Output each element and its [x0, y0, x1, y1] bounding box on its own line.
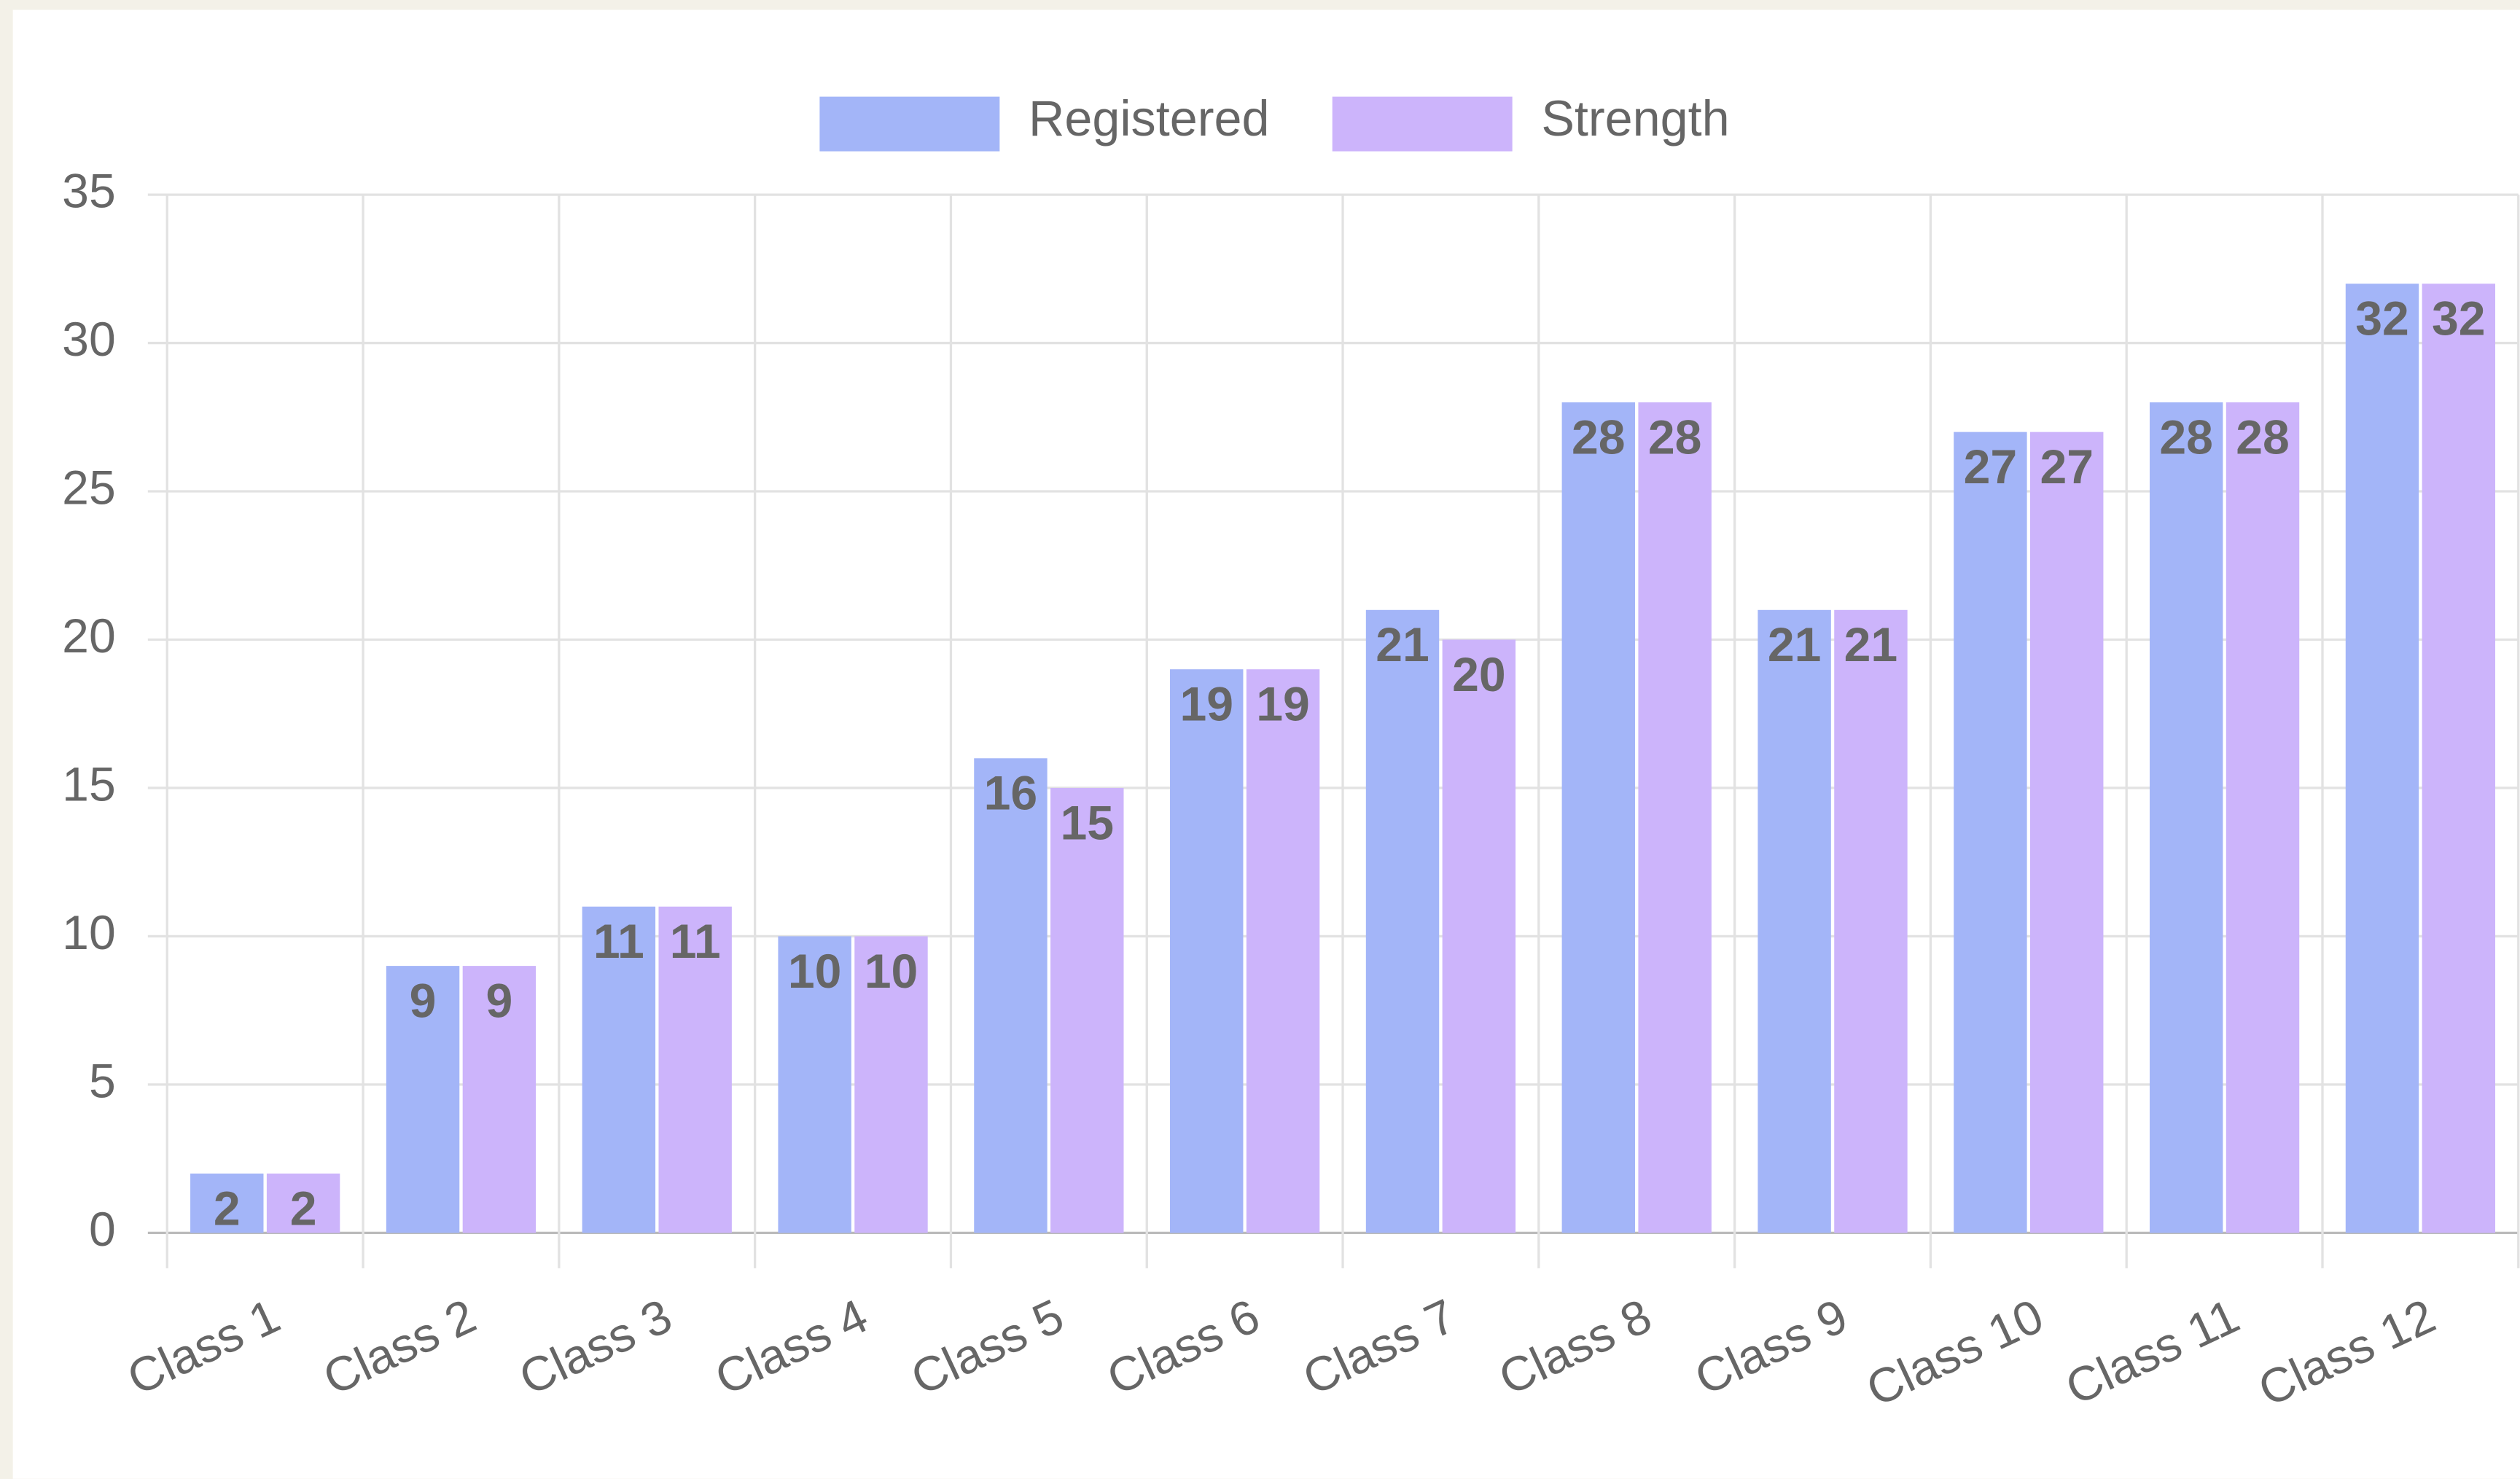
bar	[2226, 402, 2300, 1233]
y-tick-label: 10	[62, 906, 116, 960]
bar	[1638, 402, 1712, 1233]
legend-label: Strength	[1541, 91, 1729, 147]
y-tick-label: 0	[89, 1203, 116, 1257]
bar	[778, 936, 851, 1233]
bar	[2030, 432, 2104, 1233]
bar	[2345, 284, 2419, 1233]
bar	[2422, 284, 2496, 1233]
data-label: 10	[788, 945, 842, 999]
bar	[386, 966, 460, 1233]
data-label: 28	[1572, 410, 1626, 464]
bar	[462, 966, 537, 1233]
bar	[854, 936, 928, 1233]
data-label: 9	[486, 974, 513, 1028]
y-tick-label: 30	[62, 313, 116, 367]
data-label: 11	[670, 915, 721, 969]
bar	[658, 906, 732, 1233]
data-label: 32	[2355, 292, 2409, 346]
data-label: 27	[1964, 440, 2018, 494]
bar	[1442, 639, 1516, 1233]
data-label: 19	[1179, 678, 1233, 732]
data-label: 15	[1060, 796, 1114, 850]
data-label: 28	[2159, 410, 2213, 464]
y-tick-label: 20	[62, 609, 116, 663]
data-label: 11	[593, 915, 644, 969]
legend-label: Registered	[1029, 91, 1269, 147]
bar	[1561, 402, 1636, 1233]
bar	[1170, 669, 1244, 1233]
data-label: 28	[1648, 410, 1702, 464]
data-label: 19	[1256, 678, 1310, 732]
bar	[974, 758, 1048, 1233]
y-tick-label: 15	[62, 757, 116, 811]
data-label: 21	[1376, 618, 1429, 672]
data-label: 27	[2040, 440, 2094, 494]
legend-swatch	[819, 96, 1000, 152]
data-label: 10	[865, 945, 918, 999]
data-label: 2	[290, 1182, 317, 1236]
data-label: 20	[1452, 648, 1506, 702]
bar	[1365, 609, 1440, 1233]
bar	[582, 906, 656, 1233]
data-label: 2	[214, 1182, 241, 1236]
data-label: 9	[410, 974, 437, 1028]
data-label: 32	[2432, 292, 2486, 346]
y-tick-label: 35	[62, 165, 116, 219]
bar	[1834, 609, 1908, 1233]
bar	[1050, 787, 1124, 1233]
legend-swatch	[1332, 96, 1513, 152]
data-label: 16	[984, 767, 1038, 821]
y-tick-label: 25	[62, 461, 116, 515]
data-label: 21	[1768, 618, 1822, 672]
bar	[1954, 432, 2027, 1233]
y-tick-label: 5	[89, 1054, 116, 1108]
bar	[1758, 609, 1831, 1233]
data-label: 21	[1844, 618, 1898, 672]
bar	[1246, 669, 1320, 1233]
bar	[2149, 402, 2223, 1233]
bar	[190, 1173, 264, 1233]
bar	[266, 1173, 340, 1233]
data-label: 28	[2236, 410, 2290, 464]
